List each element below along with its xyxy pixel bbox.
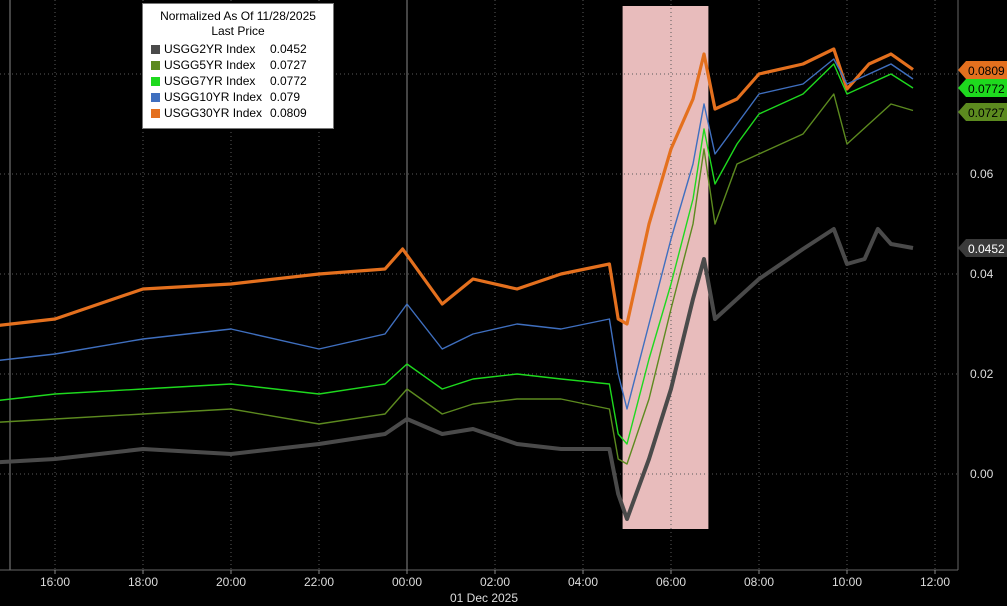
badge-value: 0.0452 bbox=[968, 242, 1005, 256]
x-tick-label: 16:00 bbox=[40, 575, 70, 589]
legend-series-value: 0.0772 bbox=[270, 74, 307, 88]
legend-item: USGG2YR Index 0.0452 bbox=[143, 41, 333, 57]
last-value-badge: 0.0809 bbox=[958, 61, 1007, 79]
x-tick-label: 12:00 bbox=[920, 575, 950, 589]
y-tick-labels: 0.06 0.04 0.02 0.00 bbox=[970, 167, 994, 481]
badge-value: 0.0772 bbox=[968, 82, 1005, 96]
legend-swatch bbox=[151, 108, 160, 118]
badge-shape bbox=[958, 239, 1007, 257]
series-line-usgg7yr bbox=[0, 63, 914, 445]
series-line-usgg30yr bbox=[0, 47, 914, 327]
x-tick-label: 06:00 bbox=[656, 575, 686, 589]
y-tick-label: 0.00 bbox=[970, 467, 994, 481]
legend-series-name: USGG5YR Index bbox=[164, 58, 256, 72]
badge-value: 0.0809 bbox=[968, 64, 1005, 78]
x-tick-label: 02:00 bbox=[480, 575, 510, 589]
x-axis-date-label: 01 Dec 2025 bbox=[450, 591, 518, 605]
y-tick-label: 0.04 bbox=[970, 267, 994, 281]
legend-series-name: USGG2YR Index bbox=[164, 42, 256, 56]
y-tick-label: 0.06 bbox=[970, 167, 994, 181]
legend-swatch bbox=[151, 92, 160, 102]
legend-series-value: 0.0809 bbox=[270, 106, 307, 120]
x-tick-label: 04:00 bbox=[568, 575, 598, 589]
legend-series-value: 0.079 bbox=[270, 90, 301, 104]
series-lines bbox=[0, 47, 914, 521]
series-line-usgg5yr bbox=[0, 93, 914, 465]
legend-swatch bbox=[151, 44, 160, 54]
x-tick-label: 08:00 bbox=[744, 575, 774, 589]
badge-value: 0.0727 bbox=[968, 106, 1005, 120]
legend-rows: USGG2YR Index 0.0452 USGG5YR Index 0.0727 US… bbox=[143, 41, 333, 121]
x-tick-label: 00:00 bbox=[392, 575, 422, 589]
legend-title: Normalized As Of 11/28/2025 bbox=[160, 9, 316, 23]
legend-series-name: USGG7YR Index bbox=[164, 74, 256, 88]
badge-shape bbox=[958, 103, 1007, 121]
x-tick-label: 22:00 bbox=[304, 575, 334, 589]
legend-item: USGG30YR Index 0.0809 bbox=[143, 105, 333, 121]
legend-item: USGG10YR Index 0.079 bbox=[143, 89, 333, 105]
series-line-usgg10yr bbox=[0, 58, 914, 410]
axes bbox=[0, 0, 959, 571]
x-tick-label: 18:00 bbox=[128, 575, 158, 589]
series-line-usgg2yr bbox=[0, 227, 914, 521]
badge-shape bbox=[958, 79, 1007, 97]
last-value-badge: 0.0727 bbox=[958, 103, 1007, 121]
last-value-badges: 0.0809 0.0772 0.0727 0.0452 bbox=[958, 61, 1007, 257]
legend-series-value: 0.0727 bbox=[270, 58, 307, 72]
legend-subtitle: Last Price bbox=[211, 24, 265, 38]
legend-item: USGG7YR Index 0.0772 bbox=[143, 73, 333, 89]
legend-series-name: USGG30YR Index bbox=[164, 106, 263, 120]
legend-item: USGG5YR Index 0.0727 bbox=[143, 57, 333, 73]
legend-swatch bbox=[151, 76, 160, 86]
legend-swatch bbox=[151, 60, 160, 70]
legend-series-value: 0.0452 bbox=[270, 42, 307, 56]
y-tick-label: 0.02 bbox=[970, 367, 994, 381]
badge-shape bbox=[958, 61, 1007, 79]
x-tick-labels: 16:00 18:00 20:00 22:00 00:00 02:00 04:00 06:00… bbox=[40, 570, 950, 589]
legend: Normalized As Of 11/28/2025 Last Price U… bbox=[142, 3, 334, 129]
last-value-badge: 0.0452 bbox=[958, 239, 1007, 257]
x-tick-label: 20:00 bbox=[216, 575, 246, 589]
legend-series-name: USGG10YR Index bbox=[164, 90, 263, 104]
last-value-badge: 0.0772 bbox=[958, 79, 1007, 97]
x-tick-label: 10:00 bbox=[832, 575, 862, 589]
